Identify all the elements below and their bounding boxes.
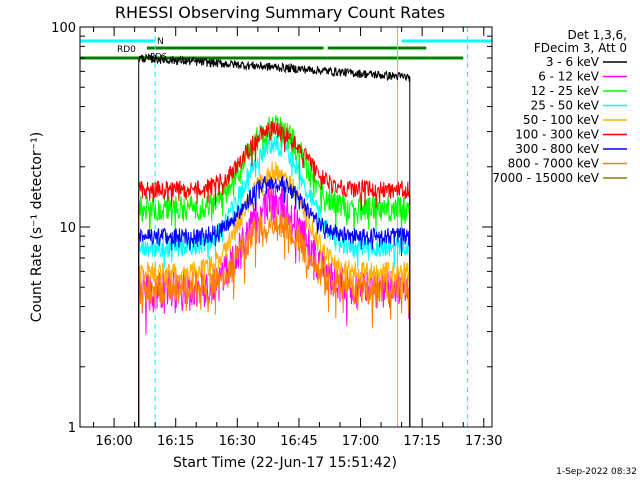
x-axis-label: Start Time (22-Jun-17 15:51:42) <box>173 455 397 471</box>
legend-label: 300 - 800 keV <box>515 142 599 156</box>
legend-label: 6 - 12 keV <box>538 70 600 84</box>
y-tick-label: 1 <box>68 421 76 436</box>
y-tick-label: 100 <box>51 21 76 36</box>
series-line-25-50-kev <box>138 135 411 427</box>
night-label: N <box>157 37 164 47</box>
y-axis-label: Count Rate (s⁻¹ detector⁻¹) <box>29 132 45 322</box>
x-tick-label: 16:15 <box>157 434 194 449</box>
legend-header-line: Det 1,3,6, <box>568 28 628 42</box>
y-tick-label: 10 <box>59 221 76 236</box>
legend-label: 12 - 25 keV <box>531 84 600 98</box>
rdo-label: RD0 <box>117 45 136 55</box>
legend-label: 3 - 6 keV <box>546 55 600 69</box>
x-tick-label: 16:00 <box>95 434 132 449</box>
series-line-300-800-kev <box>138 175 411 427</box>
chart-title: RHESSI Observing Summary Count Rates <box>115 3 445 22</box>
legend-label: 100 - 300 keV <box>515 128 599 142</box>
series-line-12-25-kev <box>138 115 411 427</box>
series-line-100-300-kev <box>138 121 411 427</box>
x-tick-label: 16:45 <box>280 434 317 449</box>
series-line-800-7000-kev <box>138 205 411 427</box>
series-line-50-100-kev <box>138 161 411 427</box>
x-tick-label: 17:00 <box>342 434 379 449</box>
x-axis: 16:00 16:15 16:30 16:45 17:00 17:15 17:30 <box>93 27 503 449</box>
flag-bars: RD0 RDS N <box>80 27 492 427</box>
plot-area: RD0 RDS N <box>80 27 492 427</box>
legend-label: 50 - 100 keV <box>523 113 600 127</box>
x-tick-label: 17:15 <box>403 434 440 449</box>
legend-label: 800 - 7000 keV <box>508 157 600 171</box>
legend-label: 7000 - 15000 keV <box>492 171 599 185</box>
x-tick-label: 16:30 <box>219 434 256 449</box>
footer-date: 1-Sep-2022 08:32 <box>556 467 637 477</box>
legend-header-line: FDecim 3, Att 0 <box>534 41 627 55</box>
legend-label: 25 - 50 keV <box>531 99 600 113</box>
x-tick-label: 17:30 <box>465 434 502 449</box>
y-axis: 1 10 100 <box>51 21 492 436</box>
rds-label: RDS <box>150 52 167 61</box>
series-line-3-6-kev <box>138 52 411 427</box>
